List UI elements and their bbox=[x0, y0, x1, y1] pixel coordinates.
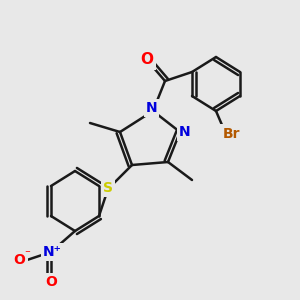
Text: Br: Br bbox=[222, 127, 240, 140]
Text: N: N bbox=[179, 125, 190, 139]
Text: S: S bbox=[103, 181, 113, 194]
Text: O: O bbox=[45, 275, 57, 289]
Text: N: N bbox=[146, 101, 157, 115]
Text: ⁻: ⁻ bbox=[24, 249, 30, 260]
Text: O: O bbox=[140, 52, 154, 68]
Text: O: O bbox=[14, 253, 26, 266]
Text: N⁺: N⁺ bbox=[43, 245, 62, 259]
